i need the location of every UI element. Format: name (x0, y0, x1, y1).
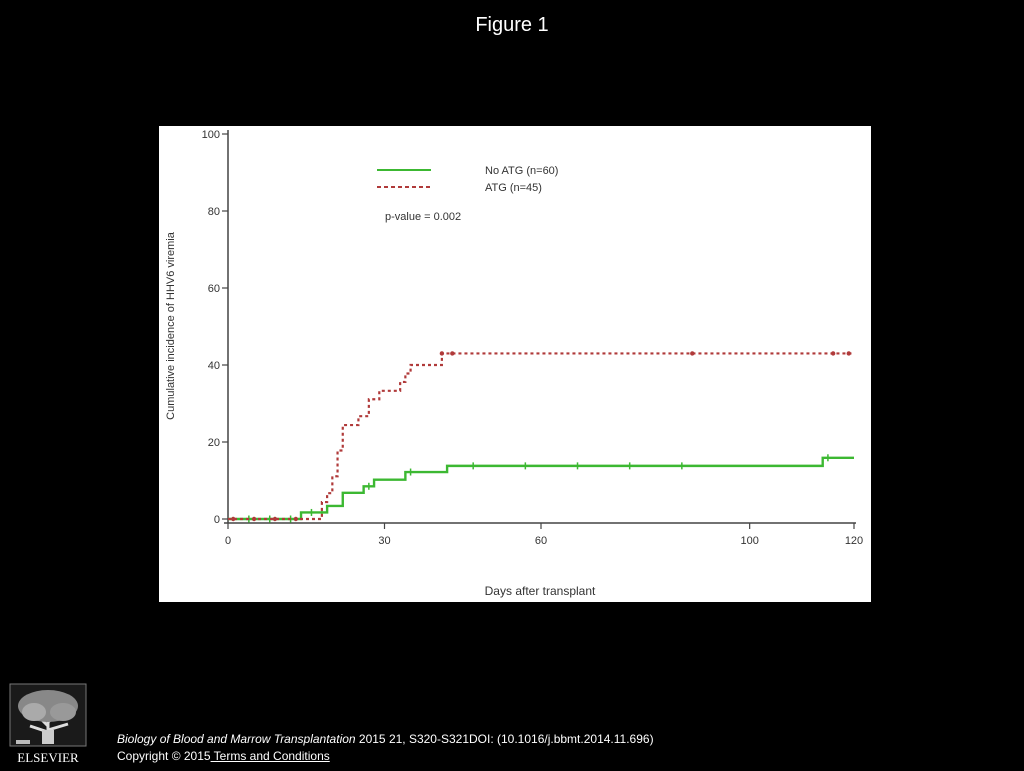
y-tick-label: 80 (208, 206, 220, 218)
censor-mark-atg (293, 516, 299, 522)
elsevier-tree-icon: ELSEVIER (9, 683, 87, 765)
censor-mark-atg (231, 516, 236, 522)
censor-mark-atg (439, 351, 445, 356)
citation-details: 2015 21, S320-S321DOI: (10.1016/j.bbmt.2… (355, 732, 654, 746)
citation-line: Biology of Blood and Marrow Transplantat… (117, 731, 654, 748)
series-line-atg (228, 352, 854, 521)
p-value-annotation: p-value = 0.002 (385, 211, 461, 223)
axes: 0 20 40 60 80 100 0 30 60 100 120 (202, 129, 864, 547)
legend-label: ATG (n=45) (485, 182, 542, 194)
censor-mark-atg (690, 351, 695, 356)
km-chart: 0 20 40 60 80 100 0 30 60 100 120 No ATG (n=60) ATG… (165, 129, 864, 598)
y-axis-label: Cumulative incidence of HHV6 viremia (165, 231, 177, 420)
y-tick-label: 100 (202, 129, 220, 141)
copyright-text: Copyright © 2015 (117, 749, 211, 763)
x-axis-label: Days after transplant (485, 584, 596, 598)
y-tick-label: 60 (208, 283, 220, 295)
x-tick-label: 100 (740, 535, 758, 547)
series-line-no-atg (228, 456, 854, 521)
censor-mark-atg (272, 516, 278, 522)
censor-mark-atg (846, 351, 851, 356)
figure-panel: 0 20 40 60 80 100 0 30 60 100 120 No ATG (n=60) ATG… (159, 126, 871, 602)
terms-and-conditions-link[interactable]: Terms and Conditions (210, 749, 330, 763)
legend-label: No ATG (n=60) (485, 165, 558, 177)
x-tick-label: 120 (845, 535, 863, 547)
elsevier-wordmark: ELSEVIER (17, 750, 79, 765)
journal-name: Biology of Blood and Marrow Transplantat… (117, 732, 356, 746)
series-layer (228, 351, 854, 523)
censor-mark-atg (450, 351, 455, 356)
copyright-line: Copyright © 2015 Terms and Conditions (117, 748, 654, 765)
citation-block: Biology of Blood and Marrow Transplantat… (117, 731, 654, 765)
x-tick-label: 60 (535, 535, 547, 547)
censor-mark-atg (830, 351, 836, 356)
x-tick-label: 30 (378, 535, 390, 547)
y-tick-label: 0 (214, 514, 220, 526)
x-tick-label: 0 (225, 535, 231, 547)
elsevier-logo: ELSEVIER (8, 682, 88, 766)
y-tick-label: 40 (208, 360, 220, 372)
y-tick-label: 20 (208, 437, 220, 449)
censor-mark-atg (251, 516, 257, 522)
slide-title: Figure 1 (475, 14, 549, 36)
legend: No ATG (n=60) ATG (n=45) (377, 165, 558, 194)
